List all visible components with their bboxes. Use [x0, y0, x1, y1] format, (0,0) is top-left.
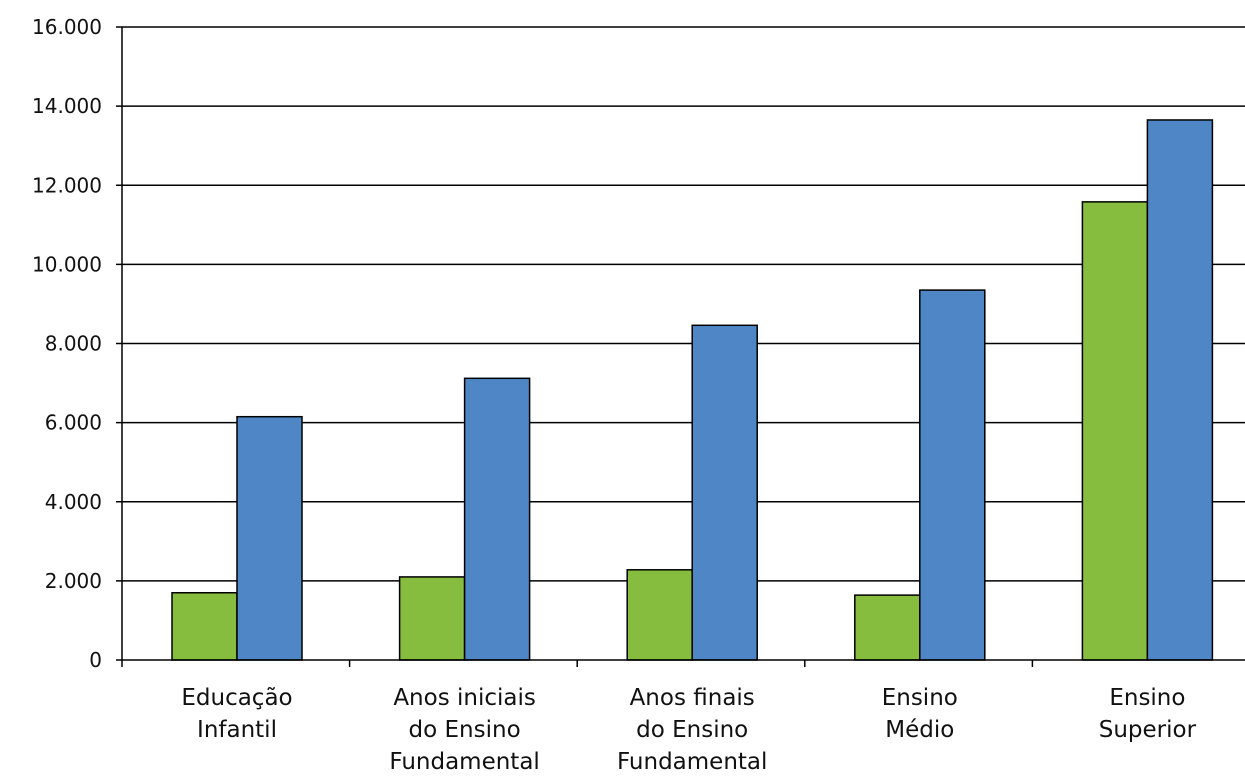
category-label: Anos iniciais [393, 685, 536, 711]
category-label: do Ensino [636, 717, 748, 743]
y-tick-label: 4.000 [45, 490, 102, 514]
category-label: do Ensino [409, 717, 521, 743]
category-label: Infantil [197, 717, 277, 743]
y-tick-label: 16.000 [32, 15, 102, 39]
bar-series-2-anos-iniciais-do-ensino-fundamental [463, 377, 531, 661]
y-tick-label: 0 [89, 648, 102, 672]
y-tick-label: 2.000 [45, 569, 102, 593]
y-tick-label: 10.000 [32, 252, 102, 276]
bar-series-1-ensino-superior [1081, 201, 1149, 661]
bar-series-2-educa-o-infantil [236, 415, 303, 661]
bar-series-1-ensino-m-dio [854, 594, 921, 661]
y-tick-labels: 0 2.000 4.000 6.000 8.000 10.000 12.000 14.000 1… [32, 15, 102, 672]
bar-series-2-anos-finais-do-ensino-fundamental [691, 324, 758, 661]
bar-series-2-ensino-superior [1146, 119, 1214, 661]
y-tick-label: 6.000 [45, 411, 102, 435]
bar-series-1-anos-finais-do-ensino-fundamental [626, 569, 693, 661]
y-tick-label: 14.000 [32, 94, 102, 118]
category-label: Fundamental [617, 749, 767, 775]
category-label: Fundamental [389, 749, 539, 775]
bars [171, 119, 1214, 661]
y-tick-label: 8.000 [45, 332, 102, 356]
category-label: Ensino [1109, 685, 1185, 711]
category-label: Educação [181, 685, 292, 711]
category-labels: Educação Infantil Anos iniciais do Ensino Fu… [181, 685, 1196, 775]
gridlines [122, 26, 1245, 582]
y-tick-label: 12.000 [32, 173, 102, 197]
bar-series-1-anos-iniciais-do-ensino-fundamental [398, 576, 466, 661]
bar-series-1-educa-o-infantil [171, 591, 238, 661]
bar-series-2-ensino-m-dio [919, 289, 986, 661]
axes [116, 26, 1245, 667]
category-label: Médio [885, 717, 954, 743]
category-label: Superior [1099, 717, 1197, 743]
category-label: Ensino [882, 685, 958, 711]
category-label: Anos finais [630, 685, 755, 711]
